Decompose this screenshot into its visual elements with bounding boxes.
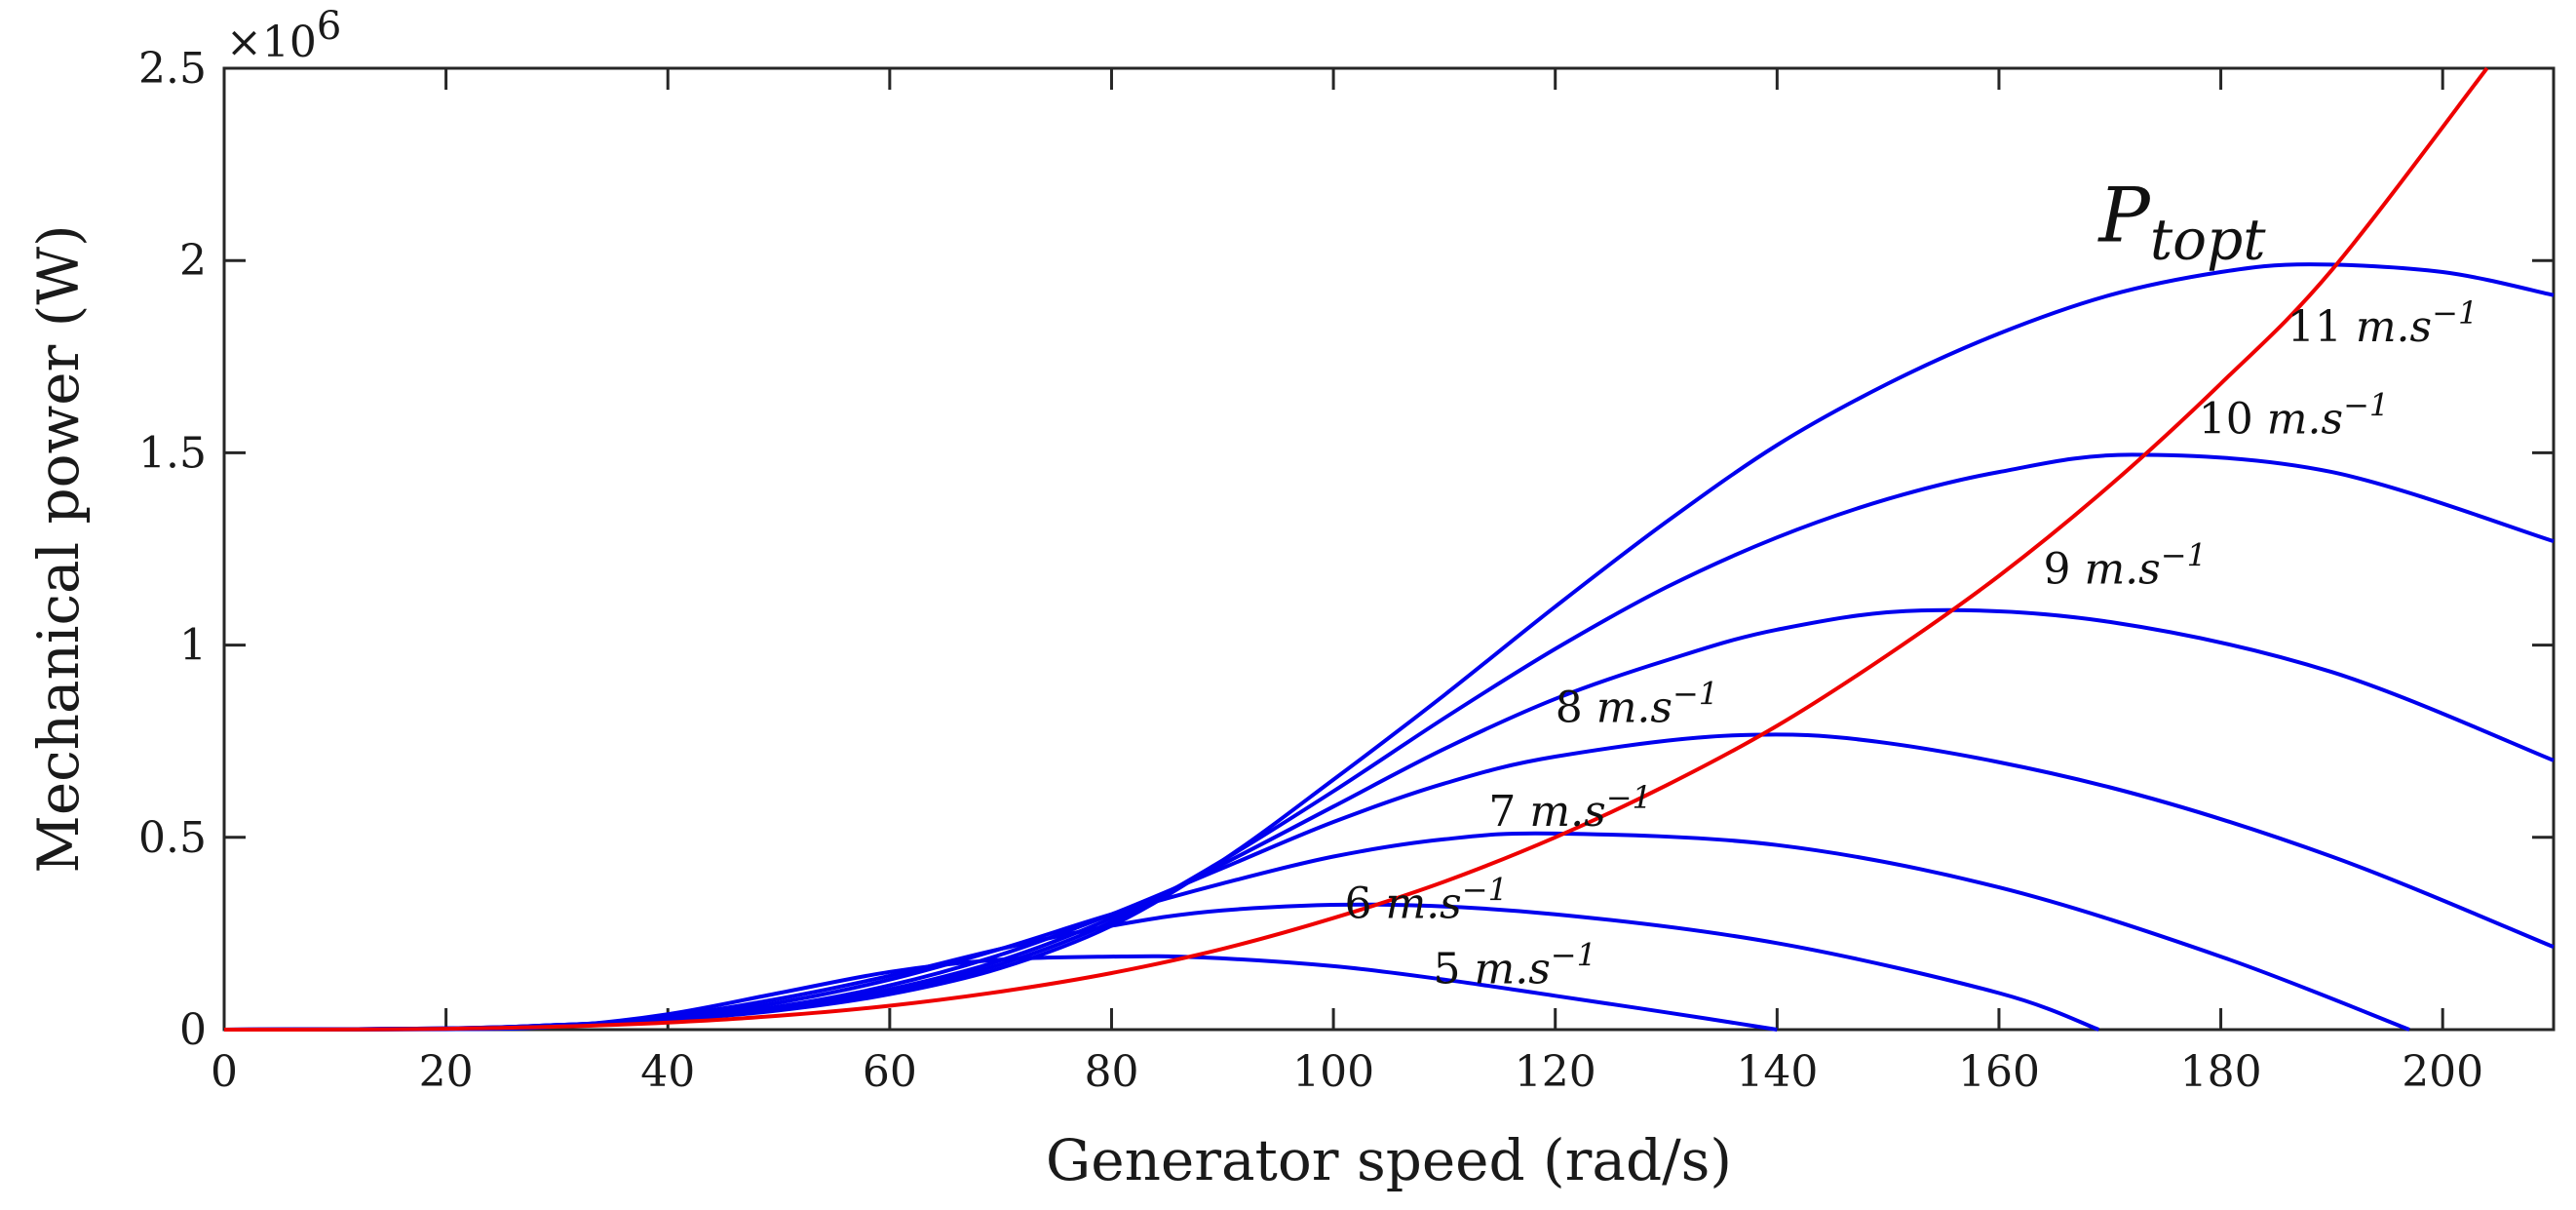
y-tick-label: 2.5 <box>138 44 207 94</box>
curve-label-value: 6 <box>1344 879 1385 929</box>
x-tick-label: 40 <box>640 1047 695 1097</box>
x-tick-label: 200 <box>2402 1047 2483 1097</box>
y-axis-multiplier-exponent: 6 <box>317 4 341 49</box>
curve-label-unit: m.s <box>1385 879 1461 929</box>
curve-label-value: 10 <box>2199 395 2267 445</box>
curve-label-5: 10 m.s−1 <box>2199 387 2389 445</box>
x-axis-title: Generator speed (rad/s) <box>1046 1127 1732 1193</box>
series-layer <box>223 66 2555 1032</box>
x-tick-label: 160 <box>1958 1047 2040 1097</box>
curve-label-exponent: −1 <box>2343 387 2389 424</box>
curve-label-exponent: −1 <box>2161 536 2207 573</box>
series-line-7 <box>223 66 2489 1032</box>
curve-label-4: 9 m.s−1 <box>2043 536 2206 594</box>
curve-label-value: 9 <box>2043 544 2084 594</box>
curve-label-unit: m.s <box>2084 544 2160 594</box>
curve-label-0: 5 m.s−1 <box>1434 937 1596 995</box>
curve-label-exponent: −1 <box>1606 779 1652 816</box>
y-axis-multiplier-base: ×10 <box>226 18 317 67</box>
curve-label-exponent: −1 <box>1462 872 1508 909</box>
curve-label-6: 11 m.s−1 <box>2288 294 2478 352</box>
y-tick-label: 2 <box>179 236 207 286</box>
y-axis-title: Mechanical power (W) <box>25 224 92 873</box>
x-tick-label: 20 <box>419 1047 474 1097</box>
y-axis-ticks: 0 0.5 1 1.5 2 2.5 <box>138 44 2554 1055</box>
curve-label-value: 5 <box>1434 945 1475 995</box>
y-tick-label: 1.5 <box>138 428 207 478</box>
y-tick-label: 0 <box>179 1005 207 1055</box>
ptopt-label-base: P <box>2096 172 2151 259</box>
y-axis-multiplier: ×106 <box>226 4 341 67</box>
series-line-6 <box>223 262 2555 1032</box>
curve-label-exponent: −1 <box>1551 937 1596 974</box>
ptopt-label: Ptopt <box>2096 172 2266 272</box>
y-tick-label: 1 <box>179 621 207 671</box>
curve-label-unit: m.s <box>2356 302 2432 352</box>
series-line-1 <box>223 902 2100 1032</box>
curve-label-unit: m.s <box>1529 787 1605 837</box>
x-tick-label: 100 <box>1292 1047 1374 1097</box>
ptopt-label-sub: topt <box>2150 206 2266 272</box>
series-line-4 <box>223 607 2555 1032</box>
curve-label-unit: m.s <box>1596 683 1672 732</box>
x-axis-ticks: 0 20 40 60 80 100 120 140 160 180 200 <box>211 68 2483 1097</box>
x-tick-label: 60 <box>863 1047 917 1097</box>
curve-label-value: 8 <box>1556 683 1596 732</box>
plot-area <box>222 66 2556 1032</box>
curve-label-value: 11 <box>2288 302 2356 352</box>
x-tick-label: 180 <box>2180 1047 2262 1097</box>
curve-label-1: 6 m.s−1 <box>1344 872 1507 929</box>
curve-label-value: 7 <box>1488 787 1529 837</box>
plot-frame <box>222 66 2556 1032</box>
curve-label-exponent: −1 <box>1672 675 1718 712</box>
curve-label-unit: m.s <box>2267 395 2343 445</box>
curve-label-3: 8 m.s−1 <box>1556 675 1718 732</box>
series-labels: 5 m.s−16 m.s−17 m.s−18 m.s−19 m.s−110 m.… <box>1344 172 2478 994</box>
x-tick-label: 80 <box>1084 1047 1138 1097</box>
x-tick-label: 0 <box>211 1047 238 1097</box>
series-line-2 <box>223 831 2410 1032</box>
curve-label-exponent: −1 <box>2432 294 2478 332</box>
curve-label-2: 7 m.s−1 <box>1488 779 1651 837</box>
y-tick-label: 0.5 <box>138 813 207 863</box>
x-tick-label: 120 <box>1515 1047 1596 1097</box>
x-tick-label: 140 <box>1736 1047 1818 1097</box>
curve-label-unit: m.s <box>1475 945 1551 995</box>
